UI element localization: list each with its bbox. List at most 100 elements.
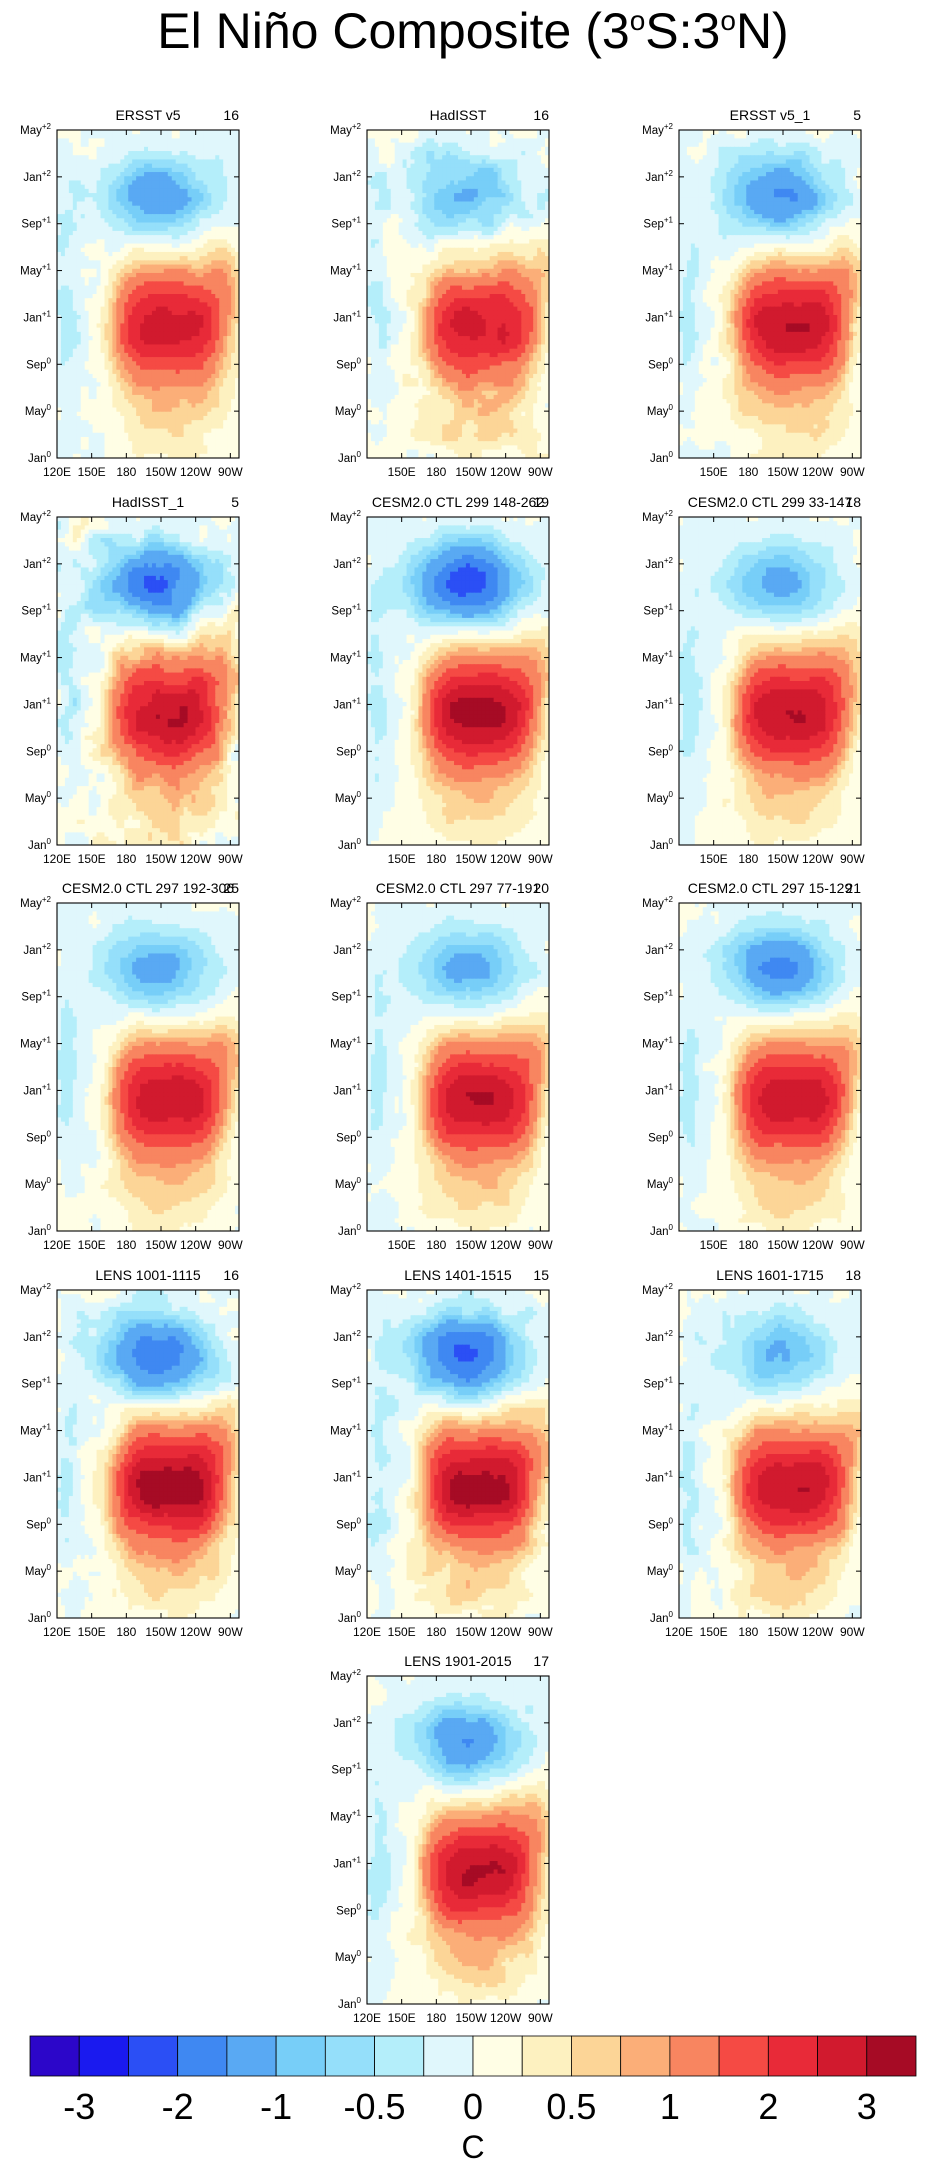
panel: Jan0 May0 Sep0 Jan+1 May+1 Sep+1 Jan+2 May+2 120… — [642, 494, 865, 866]
y-tick-label: May0 — [335, 1176, 362, 1191]
anomaly-field — [367, 130, 549, 458]
y-tick-label: Jan+2 — [333, 1329, 361, 1344]
x-tick-label: 150E — [388, 852, 416, 866]
panel: Jan0 May0 Sep0 Jan+1 May+1 Sep+1 Jan+2 May+2 120… — [20, 880, 243, 1252]
colorbar-swatch — [78, 2035, 129, 2077]
y-tick-label: Jan+2 — [333, 169, 361, 184]
colorbar-swatch — [521, 2035, 572, 2077]
y-tick-label: May+1 — [330, 1809, 361, 1824]
y-tick-label: Sep0 — [26, 1516, 51, 1531]
panel-frame — [56, 1289, 240, 1619]
x-tick-label: 180 — [426, 1238, 446, 1252]
panel-frame — [366, 516, 550, 846]
y-tick-label: May+1 — [642, 263, 673, 278]
anomaly-field — [679, 903, 861, 1231]
x-tick-label: 150E — [78, 465, 106, 479]
y-tick-label: Jan+2 — [333, 942, 361, 957]
x-tick-label: 150E — [700, 1238, 728, 1252]
panel-count: 20 — [533, 880, 549, 896]
panel: Jan0 May0 Sep0 Jan+1 May+1 Sep+1 Jan+2 May+2 120… — [330, 880, 553, 1252]
x-tick-label: 120W — [490, 852, 522, 866]
y-tick-label: May+1 — [642, 650, 673, 665]
panel-frame — [678, 516, 862, 846]
x-tick-label: 180 — [426, 465, 446, 479]
y-tick-label: Sep+1 — [21, 216, 51, 231]
panel-title: ERSST v5 — [115, 107, 180, 123]
y-tick-label: Sep+1 — [21, 1376, 51, 1391]
y-tick-label: Sep0 — [336, 743, 361, 758]
y-tick-label: May0 — [647, 1176, 674, 1191]
colorbar-swatch — [620, 2035, 671, 2077]
y-tick-label: Jan0 — [338, 450, 362, 465]
y-tick-label: May0 — [647, 1563, 674, 1578]
x-tick-label: 120E — [43, 852, 71, 866]
anomaly-field — [679, 517, 861, 845]
panel-title: LENS 1601-1715 — [716, 1267, 824, 1283]
panel: Jan0 May0 Sep0 Jan+1 May+1 Sep+1 Jan+2 May+2 120… — [330, 1267, 553, 1639]
y-tick-label: Sep0 — [26, 356, 51, 371]
panel-frame — [366, 1675, 550, 2005]
y-tick-label: Jan+1 — [23, 309, 51, 324]
y-tick-label: May+2 — [642, 509, 673, 524]
panel-frame — [366, 129, 550, 459]
panel-grid: Jan0 May0 Sep0 Jan+1 May+1 Sep+1 Jan+2 May+2 120… — [20, 107, 865, 2025]
y-tick-label: Jan+1 — [333, 1082, 361, 1097]
colorbar-tick-label: -0.5 — [344, 2086, 406, 2127]
panel: Jan0 May0 Sep0 Jan+1 May+1 Sep+1 Jan+2 May+2 120… — [20, 107, 243, 479]
y-tick-label: Jan+1 — [645, 696, 673, 711]
x-tick-label: 90W — [218, 1238, 243, 1252]
panel-count: 16 — [223, 1267, 239, 1283]
y-tick-label: Jan0 — [650, 1223, 674, 1238]
y-tick-label: Sep0 — [648, 356, 673, 371]
x-tick-label: 150W — [145, 852, 177, 866]
y-tick-label: Sep0 — [336, 356, 361, 371]
x-tick-label: 90W — [528, 465, 553, 479]
panel-title: CESM2.0 CTL 299 33-147 — [688, 494, 853, 510]
panel-count: 18 — [845, 494, 861, 510]
y-tick-label: Jan0 — [338, 1996, 362, 2011]
y-tick-label: Sep+1 — [643, 216, 673, 231]
y-tick-label: May+1 — [20, 1036, 51, 1051]
colorbar-swatch — [29, 2035, 80, 2077]
y-tick-label: May+2 — [20, 895, 51, 910]
panel-frame — [678, 129, 862, 459]
y-tick-label: May+2 — [20, 1282, 51, 1297]
y-tick-label: May+2 — [20, 509, 51, 524]
x-tick-label: 120W — [180, 465, 212, 479]
x-tick-label: 180 — [116, 852, 136, 866]
x-tick-label: 120E — [43, 465, 71, 479]
y-tick-label: Jan+2 — [23, 556, 51, 571]
y-tick-label: Jan+2 — [645, 1329, 673, 1344]
y-tick-label: Jan+1 — [333, 309, 361, 324]
x-tick-label: 120W — [180, 852, 212, 866]
anomaly-field — [679, 1290, 861, 1618]
colorbar-swatch — [669, 2035, 720, 2077]
y-tick-label: Jan0 — [28, 1610, 52, 1625]
x-tick-label: 150E — [700, 852, 728, 866]
anomaly-field — [367, 903, 549, 1231]
colorbar-swatch — [718, 2035, 769, 2077]
y-tick-label: May+1 — [20, 1423, 51, 1438]
y-tick-label: May+1 — [330, 263, 361, 278]
panel: Jan0 May0 Sep0 Jan+1 May+1 Sep+1 Jan+2 May+2 120… — [330, 1653, 553, 2025]
panel-title: CESM2.0 CTL 297 77-191 — [376, 880, 541, 896]
panel-frame — [366, 1289, 550, 1619]
x-tick-label: 150W — [145, 1238, 177, 1252]
panel-count: 5 — [853, 107, 861, 123]
x-tick-label: 150E — [388, 1238, 416, 1252]
x-tick-label: 120E — [353, 2011, 381, 2025]
panel-frame — [56, 516, 240, 846]
x-tick-label: 180 — [738, 1238, 758, 1252]
y-tick-label: Sep+1 — [331, 989, 361, 1004]
y-tick-label: May+1 — [20, 650, 51, 665]
x-tick-label: 150W — [145, 1625, 177, 1639]
y-tick-label: May+2 — [20, 122, 51, 137]
y-tick-label: May+1 — [642, 1423, 673, 1438]
panel-count: 25 — [223, 880, 239, 896]
x-tick-label: 120W — [802, 852, 834, 866]
y-tick-label: Jan0 — [28, 837, 52, 852]
panel-title: CESM2.0 CTL 297 192-306 — [62, 880, 234, 896]
x-tick-label: 120W — [180, 1238, 212, 1252]
panel-count: 21 — [845, 880, 861, 896]
panel-count: 18 — [845, 1267, 861, 1283]
